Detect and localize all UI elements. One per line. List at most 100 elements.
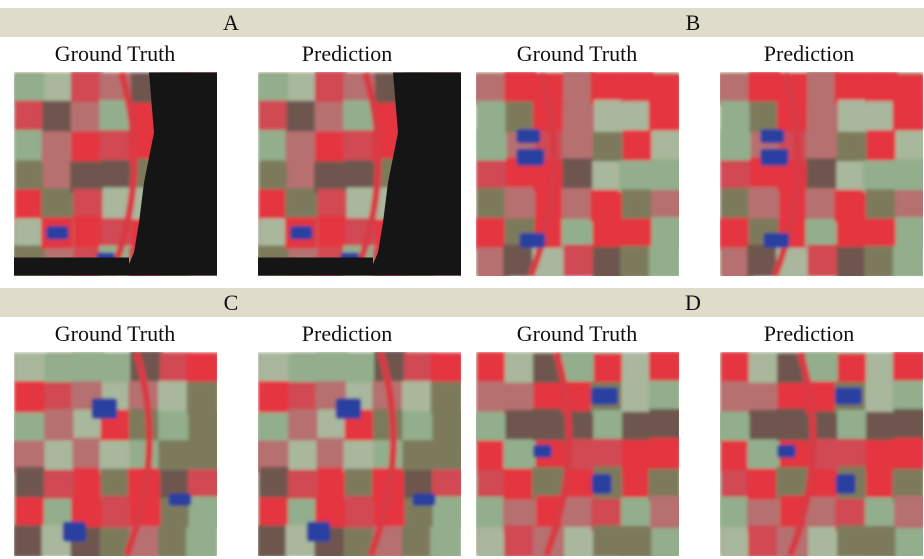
field — [503, 469, 535, 501]
ground-truth-image — [14, 352, 217, 556]
field — [45, 354, 77, 386]
pond — [592, 474, 612, 494]
field — [649, 352, 679, 383]
field — [70, 161, 102, 193]
panel-label: A — [0, 8, 462, 37]
field — [594, 100, 626, 132]
panel-label: D — [462, 288, 924, 317]
field — [316, 352, 348, 383]
image-title: Ground Truth — [462, 40, 692, 68]
field — [477, 352, 509, 384]
scene — [258, 352, 461, 556]
field — [344, 440, 376, 472]
field — [476, 101, 508, 133]
field — [894, 159, 923, 191]
pond — [763, 233, 789, 248]
field — [867, 130, 899, 162]
scene — [720, 72, 923, 276]
field — [259, 101, 291, 133]
no-data — [258, 258, 373, 276]
image-title: Prediction — [694, 40, 924, 68]
field — [594, 354, 626, 386]
field — [285, 188, 317, 220]
field — [621, 381, 653, 413]
pond — [760, 149, 788, 166]
field — [806, 497, 838, 529]
field — [259, 467, 291, 499]
field — [14, 412, 45, 444]
field — [101, 160, 133, 192]
scene — [14, 352, 217, 556]
field — [563, 72, 595, 103]
panel-label: B — [462, 8, 924, 37]
panel: DGround TruthPrediction — [462, 288, 924, 559]
field — [863, 160, 895, 192]
field — [623, 130, 655, 162]
field — [402, 526, 434, 556]
field — [650, 159, 679, 191]
pond — [519, 233, 545, 248]
field — [71, 72, 103, 103]
field — [476, 412, 506, 444]
field — [432, 412, 461, 444]
field — [893, 103, 923, 135]
pond — [591, 387, 618, 404]
field — [893, 409, 923, 441]
field — [288, 470, 320, 502]
field — [431, 382, 461, 414]
field — [649, 381, 679, 413]
scene — [476, 72, 679, 276]
field — [14, 130, 46, 162]
field — [476, 381, 508, 413]
field — [15, 101, 47, 133]
field — [893, 246, 923, 276]
field — [808, 245, 840, 276]
field — [158, 381, 190, 413]
prediction-image — [720, 72, 923, 276]
field — [838, 100, 870, 132]
field — [343, 130, 375, 162]
field — [620, 219, 652, 251]
field — [402, 411, 434, 443]
field — [564, 245, 596, 276]
scene — [476, 352, 679, 556]
field — [835, 439, 867, 471]
field — [477, 188, 509, 220]
field — [593, 132, 625, 164]
panel: AGround TruthPrediction — [0, 8, 462, 288]
field — [190, 440, 217, 472]
field — [749, 187, 781, 219]
field — [434, 440, 461, 472]
field — [44, 470, 76, 502]
field — [894, 496, 923, 528]
field — [100, 440, 132, 472]
field — [866, 189, 898, 221]
field — [720, 101, 752, 133]
prediction-image — [258, 72, 461, 276]
field — [345, 496, 377, 528]
field — [188, 412, 217, 444]
field — [186, 527, 217, 556]
field — [807, 103, 839, 135]
field — [402, 440, 434, 472]
pond — [516, 149, 544, 166]
field — [16, 160, 48, 192]
field — [649, 438, 679, 470]
field — [430, 527, 461, 556]
field — [504, 72, 536, 103]
field — [650, 496, 679, 528]
field — [620, 526, 652, 556]
field — [289, 440, 321, 472]
field — [533, 409, 565, 441]
field — [314, 161, 346, 193]
image-title: Ground Truth — [462, 320, 692, 348]
field — [895, 131, 923, 163]
field — [431, 353, 461, 385]
field — [649, 74, 679, 106]
field — [720, 381, 752, 413]
field — [14, 381, 46, 413]
field — [834, 72, 866, 104]
field — [893, 438, 923, 470]
prediction-image — [720, 352, 923, 556]
